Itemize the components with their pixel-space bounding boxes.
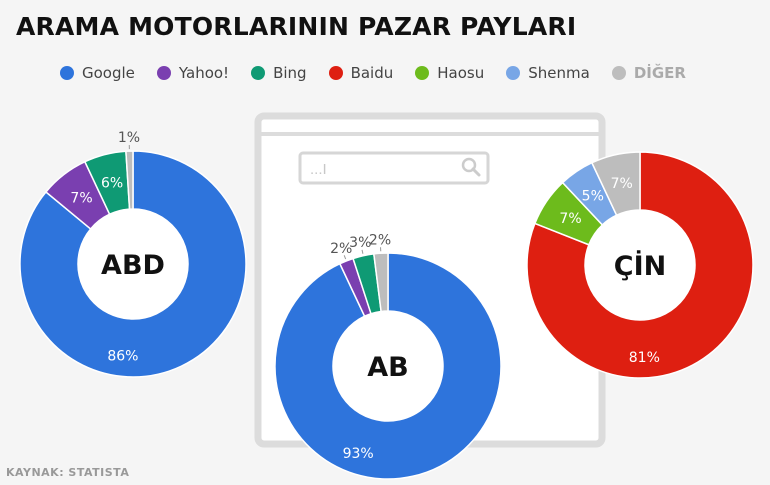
legend-label-haosu: Haosu	[437, 64, 485, 82]
data-label-di-ğer: 2%	[369, 232, 391, 248]
leader-line	[361, 249, 364, 254]
legend: Google Yahoo! Bing Baidu Haosu Shenma Dİ…	[60, 64, 686, 82]
data-label-yahoo: 7%	[70, 191, 92, 207]
data-label-bing: 6%	[101, 176, 123, 192]
data-label-google: 93%	[343, 446, 374, 462]
legend-swatch-bing	[251, 66, 266, 80]
legend-label-google: Google	[82, 64, 135, 82]
data-label-baidu: 81%	[629, 350, 660, 366]
legend-swatch-google	[60, 66, 74, 80]
pie-slice-baidu	[526, 151, 754, 379]
legend-item-bing: Bing	[251, 64, 307, 82]
legend-swatch-haosu	[415, 66, 430, 80]
legend-label-yahoo: Yahoo!	[178, 64, 230, 82]
donut-hole	[333, 311, 443, 421]
chart-title: ARAMA MOTORLARININ PAZAR PAYLARI	[16, 12, 577, 41]
data-label-shenma: 5%	[582, 189, 604, 205]
search-icon	[461, 157, 481, 177]
search-box-illustration	[298, 151, 490, 185]
legend-item-haosu: Haosu	[415, 64, 484, 82]
donut-chart-abd: 86% 7% 6% 1% ABD	[19, 130, 247, 378]
pie-slice-di-ğer	[590, 151, 641, 217]
data-label-haosu: 7%	[559, 211, 581, 227]
donut-center-label: ABD	[101, 250, 165, 281]
legend-item-google: Google	[60, 64, 135, 82]
donut-chart-ab: 93% 2%3%2% AB	[274, 232, 502, 480]
legend-label-shenma: Shenma	[528, 64, 590, 82]
pie-slice-di-ğer	[125, 150, 134, 210]
browser-dot-icon	[284, 122, 290, 128]
donut-center-label: ÇİN	[614, 250, 666, 282]
data-label-google: 86%	[107, 348, 138, 364]
search-placeholder-text: ...I	[310, 161, 327, 178]
data-label-di-ğer: 1%	[118, 130, 140, 146]
legend-swatch-shenma	[506, 66, 521, 80]
legend-item-shenma: Shenma	[506, 64, 590, 82]
data-label-bing: 3%	[349, 235, 371, 251]
pie-slice-google	[274, 252, 502, 480]
legend-item-yahoo: Yahoo!	[156, 64, 230, 82]
browser-dot-icon	[275, 122, 281, 128]
donut-chart-cin: 81%7%5%7%ÇİN	[526, 151, 754, 379]
legend-label-diger: DİĞER	[633, 64, 686, 82]
legend-label-baidu: Baidu	[350, 64, 394, 82]
pie-slice-google	[19, 150, 247, 378]
donut-hole	[585, 210, 695, 320]
legend-swatch-yahoo	[156, 66, 171, 80]
source-note: KAYNAK: STATISTA	[6, 466, 130, 479]
legend-label-bing: Bing	[273, 64, 307, 82]
legend-item-baidu: Baidu	[328, 64, 394, 82]
legend-swatch-baidu	[328, 66, 343, 80]
leader-line	[343, 255, 347, 260]
browser-dot-icon	[266, 122, 272, 128]
donut-hole	[78, 209, 188, 319]
legend-swatch-diger	[611, 66, 626, 80]
donut-center-label: AB	[367, 352, 408, 383]
legend-item-diger: DİĞER	[611, 64, 686, 82]
data-label-di-ğer: 7%	[611, 176, 633, 192]
data-label-yahoo: 2%	[330, 241, 352, 257]
pie-slice-di-ğer	[372, 252, 389, 313]
